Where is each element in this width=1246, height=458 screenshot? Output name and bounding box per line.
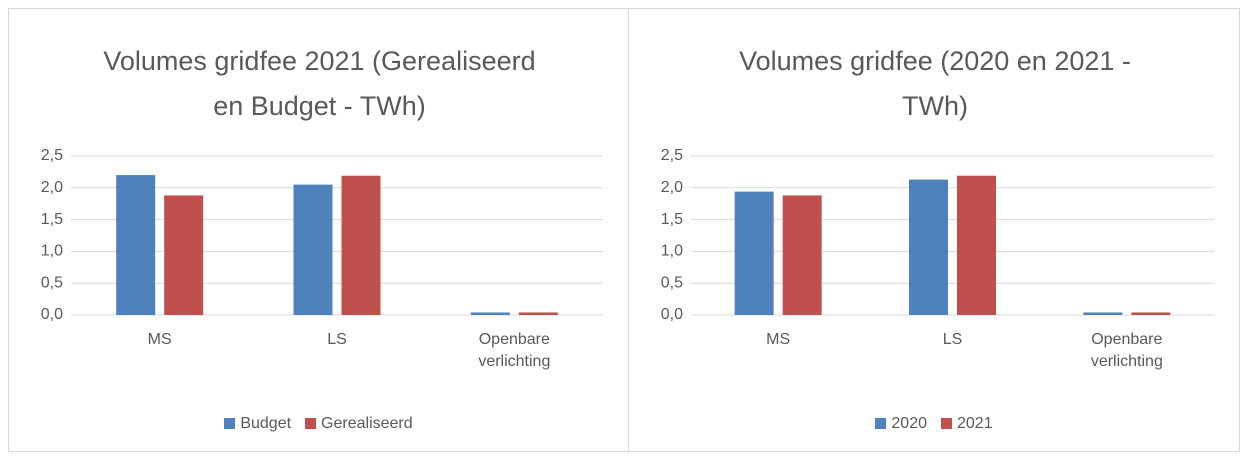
legend-label: Gerealiseerd xyxy=(321,415,413,432)
legend: 2020 2021 xyxy=(629,415,1239,433)
legend-item: Gerealiseerd xyxy=(305,415,413,433)
plot: 0,0 0,5 1,0 1,5 2,0 2,5 xyxy=(661,147,1214,323)
y-tick-label: 2,0 xyxy=(41,179,63,196)
legend: Budget Gerealiseerd xyxy=(9,415,628,433)
chart-title: Volumes gridfee (2020 en 2021 - TWh) xyxy=(739,46,1131,121)
y-tick-label: 2,5 xyxy=(661,147,683,164)
y-tick-label: 1,5 xyxy=(41,211,63,228)
bar xyxy=(734,191,774,315)
bar xyxy=(470,312,510,315)
y-tick-label: 1,0 xyxy=(41,243,63,260)
x-tick-label: MS xyxy=(147,331,172,348)
y-tick-label: 0,5 xyxy=(661,274,683,291)
y-tick-label: 0,0 xyxy=(41,306,63,323)
legend-swatch xyxy=(305,418,317,430)
legend-swatch xyxy=(224,418,236,430)
chart-title: Volumes gridfee 2021 (Gerealiseerd en Bu… xyxy=(103,46,536,121)
legend-label: 2021 xyxy=(957,415,993,432)
chart-panel: Volumes gridfee 2021 (Gerealiseerd en Bu… xyxy=(8,8,629,452)
bar xyxy=(341,175,381,315)
legend-swatch xyxy=(941,418,952,430)
bar xyxy=(1083,312,1123,315)
legend-item: Budget xyxy=(224,415,291,433)
bar xyxy=(518,312,558,315)
x-tick-label: MS xyxy=(766,331,791,348)
bar xyxy=(116,175,156,315)
bar xyxy=(1131,312,1171,315)
bar xyxy=(293,184,333,315)
bar xyxy=(164,195,204,315)
y-tick-label: 0,5 xyxy=(41,274,63,291)
bar xyxy=(957,175,996,315)
y-tick-label: 1,5 xyxy=(661,211,683,228)
bar xyxy=(909,179,948,315)
legend-label: 2020 xyxy=(891,415,927,432)
y-tick-label: 1,0 xyxy=(661,243,683,260)
y-tick-label: 2,0 xyxy=(661,179,683,196)
chart-panel: Volumes gridfee (2020 en 2021 - TWh) 0,0 0… xyxy=(628,8,1240,452)
bar xyxy=(782,195,822,315)
plot: 0,0 0,5 1,0 1,5 2,0 2,5 xyxy=(41,147,603,323)
x-tick-label: LS xyxy=(327,331,347,348)
y-tick-label: 0,0 xyxy=(661,306,683,323)
y-tick-label: 2,5 xyxy=(41,147,63,164)
x-tick-label: LS xyxy=(942,331,963,348)
legend-item: 2020 xyxy=(875,415,927,433)
x-tick-label: Openbare verlichting xyxy=(1090,331,1163,370)
legend-label: Budget xyxy=(240,415,292,432)
legend-item: 2021 xyxy=(941,415,993,433)
x-tick-label: Openbare verlichting xyxy=(478,331,551,370)
legend-swatch xyxy=(875,418,887,430)
